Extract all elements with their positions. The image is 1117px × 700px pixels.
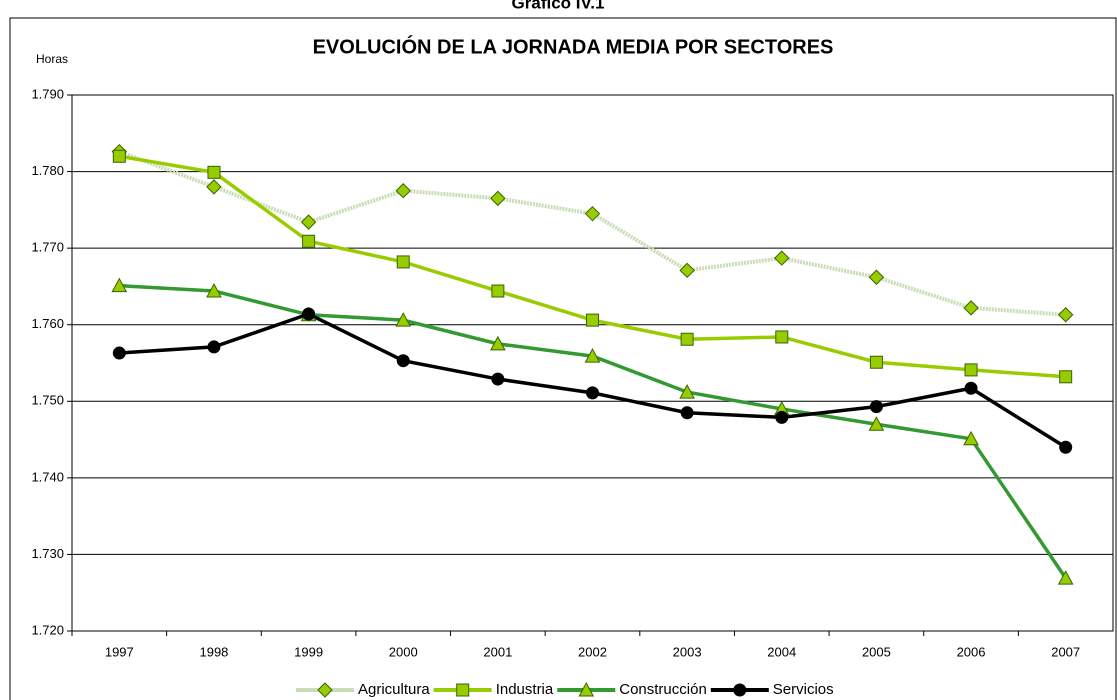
y-tick-label: 1.720	[31, 622, 64, 637]
legend-marker	[578, 681, 595, 697]
heading: Gráfico IV.1	[512, 0, 605, 12]
y-axis-label: Horas	[36, 52, 68, 66]
line-marker	[964, 381, 978, 395]
line-marker	[775, 410, 789, 424]
line-marker	[112, 346, 126, 360]
y-tick-label: 1.750	[31, 393, 64, 408]
y-tick-label: 1.790	[31, 86, 64, 101]
line-marker	[775, 330, 789, 344]
x-tick-label: 1999	[294, 644, 323, 659]
x-tick-label: 1997	[105, 644, 134, 659]
line-marker	[207, 165, 221, 179]
line-marker	[491, 284, 505, 298]
x-tick-label: 2004	[767, 644, 796, 659]
line-marker	[679, 384, 695, 399]
x-tick-label: 2002	[578, 644, 607, 659]
y-tick-label: 1.760	[31, 316, 64, 331]
line-marker	[207, 340, 221, 354]
y-tick-label: 1.780	[31, 163, 64, 178]
legend-label: Industria	[496, 681, 554, 698]
line-marker	[680, 332, 694, 346]
y-tick-label: 1.730	[31, 546, 64, 561]
line-marker	[1059, 370, 1073, 384]
line-marker	[584, 205, 601, 222]
line-marker	[586, 313, 599, 327]
line-marker	[774, 250, 790, 266]
line-marker	[395, 183, 411, 199]
plot-area	[71, 94, 1114, 632]
line-marker	[680, 406, 694, 420]
line-marker	[869, 355, 883, 369]
legend-label: Agricultura	[358, 681, 430, 698]
line-marker	[868, 269, 885, 285]
line-marker	[963, 430, 979, 446]
x-tick-label: 2000	[389, 644, 418, 659]
line-marker	[111, 277, 128, 293]
line-marker	[679, 262, 695, 279]
line-marker	[112, 149, 126, 163]
line-marker	[963, 300, 979, 316]
legend-marker	[317, 682, 333, 698]
legend-label: Construcción	[619, 681, 707, 698]
line-marker	[1059, 440, 1073, 454]
line-marker	[964, 363, 978, 377]
line-marker	[869, 400, 883, 414]
line-marker	[300, 214, 317, 230]
line-marker	[396, 354, 410, 368]
line-marker	[586, 386, 599, 400]
x-tick-label: 2003	[673, 644, 702, 659]
line-marker	[490, 335, 506, 351]
x-tick-label: 2001	[483, 644, 512, 659]
chart-title: EVOLUCIÓN DE LA JORNADA MEDIA POR SECTOR…	[313, 34, 834, 58]
x-tick-label: 1998	[199, 644, 228, 659]
line-marker	[302, 234, 316, 248]
line-marker	[584, 348, 601, 363]
line-marker	[1057, 570, 1074, 585]
x-tick-label: 2005	[862, 644, 891, 659]
line-marker	[302, 307, 316, 321]
line-marker	[396, 255, 410, 269]
y-tick-label: 1.770	[31, 240, 64, 255]
y-tick-label: 1.740	[31, 469, 64, 484]
x-tick-label: 2007	[1051, 644, 1080, 659]
legend-label: Servicios	[773, 681, 834, 698]
x-tick-label: 2006	[957, 644, 986, 659]
legend-marker	[456, 683, 470, 697]
line-marker	[868, 416, 885, 431]
line-marker	[395, 312, 412, 327]
line-marker	[491, 372, 505, 386]
legend-marker	[733, 683, 747, 697]
line-marker	[206, 179, 222, 195]
line-marker	[206, 282, 222, 298]
line-marker	[490, 190, 506, 207]
line-marker	[1057, 307, 1074, 323]
